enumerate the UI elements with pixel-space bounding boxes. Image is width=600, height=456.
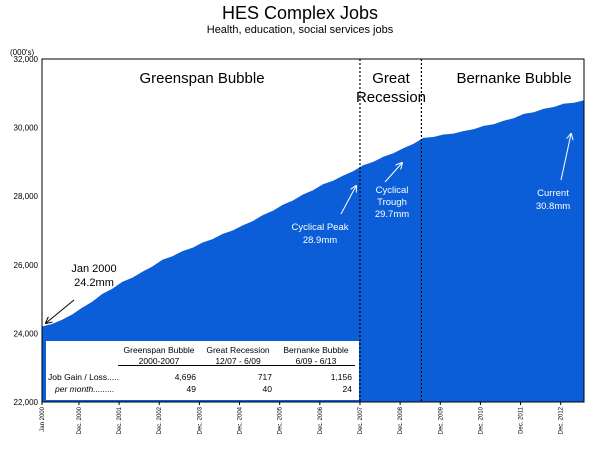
annotation-current-line2: 30.8mm (536, 201, 570, 212)
table-cell-job-gain-bernanke: 1,156 (330, 372, 352, 382)
table-header-greenspan-line2: 2000-2007 (138, 356, 180, 366)
annotation-jan2000-line2: 24.2mm (74, 277, 114, 289)
x-tick-label: Dec. 2010 (478, 406, 484, 434)
y-tick-label: 32,000 (14, 55, 39, 64)
table-cell-per-month-bernanke: 24 (342, 384, 352, 394)
x-tick-label: Dec. 2002 (157, 406, 163, 434)
x-tick-label: Dec. 2000 (77, 406, 83, 434)
table-header-rule (118, 365, 355, 366)
table-cell-job-gain-recession: 717 (257, 372, 272, 382)
annotation-peak-line2: 28.9mm (303, 235, 337, 246)
y-tick-label: 22,000 (14, 398, 39, 407)
x-tick-label: Dec. 2008 (398, 406, 404, 434)
x-tick-label: Jan 2000 (40, 406, 46, 431)
annotation-jan2000-arrow (46, 299, 75, 323)
table-header-greenspan-line1: Greenspan Bubble (123, 345, 195, 355)
x-tick-label: Dec. 2011 (519, 406, 525, 434)
y-tick-label: 30,000 (14, 124, 39, 133)
x-tick-label: Dec. 2009 (438, 406, 444, 434)
table-header-recession-line2: 12/07 - 6/09 (215, 356, 261, 366)
x-tick-label: Dec. 2006 (318, 406, 324, 434)
chart-title: HES Complex Jobs (221, 3, 379, 23)
table-header-bernanke-line2: 6/09 - 6/13 (295, 356, 337, 366)
job-summary-table: Greenspan Bubble 2000-2007 Great Recessi… (46, 341, 359, 400)
table-header-recession-line1: Great Recession (206, 345, 270, 355)
table-cell-per-month-greenspan: 49 (186, 384, 196, 394)
x-tick-label: Dec. 2003 (197, 406, 203, 434)
annotation-jan2000-line1: Jan 2000 (71, 263, 116, 275)
table-row-label-per-month: per month......... (55, 384, 115, 394)
x-tick-label: Dec. 2007 (358, 406, 364, 434)
table-row-label-job-gain: Job Gain / Loss..... (48, 372, 119, 382)
table-header-bernanke-line1: Bernanke Bubble (283, 345, 349, 355)
y-tick-label: 28,000 (14, 192, 39, 201)
annotation-trough-line3: 29.7mm (375, 209, 409, 220)
y-tick-label: 26,000 (14, 261, 39, 270)
annotation-peak-line1: Cyclical Peak (291, 222, 348, 233)
chart-subtitle: Health, education, social services jobs (206, 24, 394, 36)
annotation-trough-line1: Cyclical (376, 185, 409, 196)
y-axis-unit-label: (000's) (10, 48, 35, 57)
annotation-current-line1: Current (537, 188, 569, 199)
table-cell-job-gain-greenspan: 4,696 (174, 372, 196, 382)
y-tick-label: 24,000 (14, 329, 39, 338)
annotation-current-arrow (560, 134, 571, 181)
annotation-trough-arrow (384, 163, 402, 183)
x-tick-label: Dec. 2001 (117, 406, 123, 434)
x-tick-label: Dec. 2012 (559, 406, 565, 434)
period-label-bernanke: Bernanke Bubble (456, 70, 571, 87)
table-cell-per-month-recession: 40 (262, 384, 272, 394)
x-tick-label: Dec. 2005 (278, 406, 284, 434)
period-label-greenspan: Greenspan Bubble (139, 70, 264, 87)
plot-frame (41, 58, 585, 403)
series-area (42, 100, 584, 402)
x-tick-label: Dec. 2004 (238, 406, 244, 434)
period-label-great-recession-line2: Recession (356, 89, 426, 106)
period-label-great-recession-line1: Great (372, 70, 410, 87)
annotation-peak-arrow (340, 186, 356, 215)
annotation-trough-line2: Trough (377, 197, 407, 208)
